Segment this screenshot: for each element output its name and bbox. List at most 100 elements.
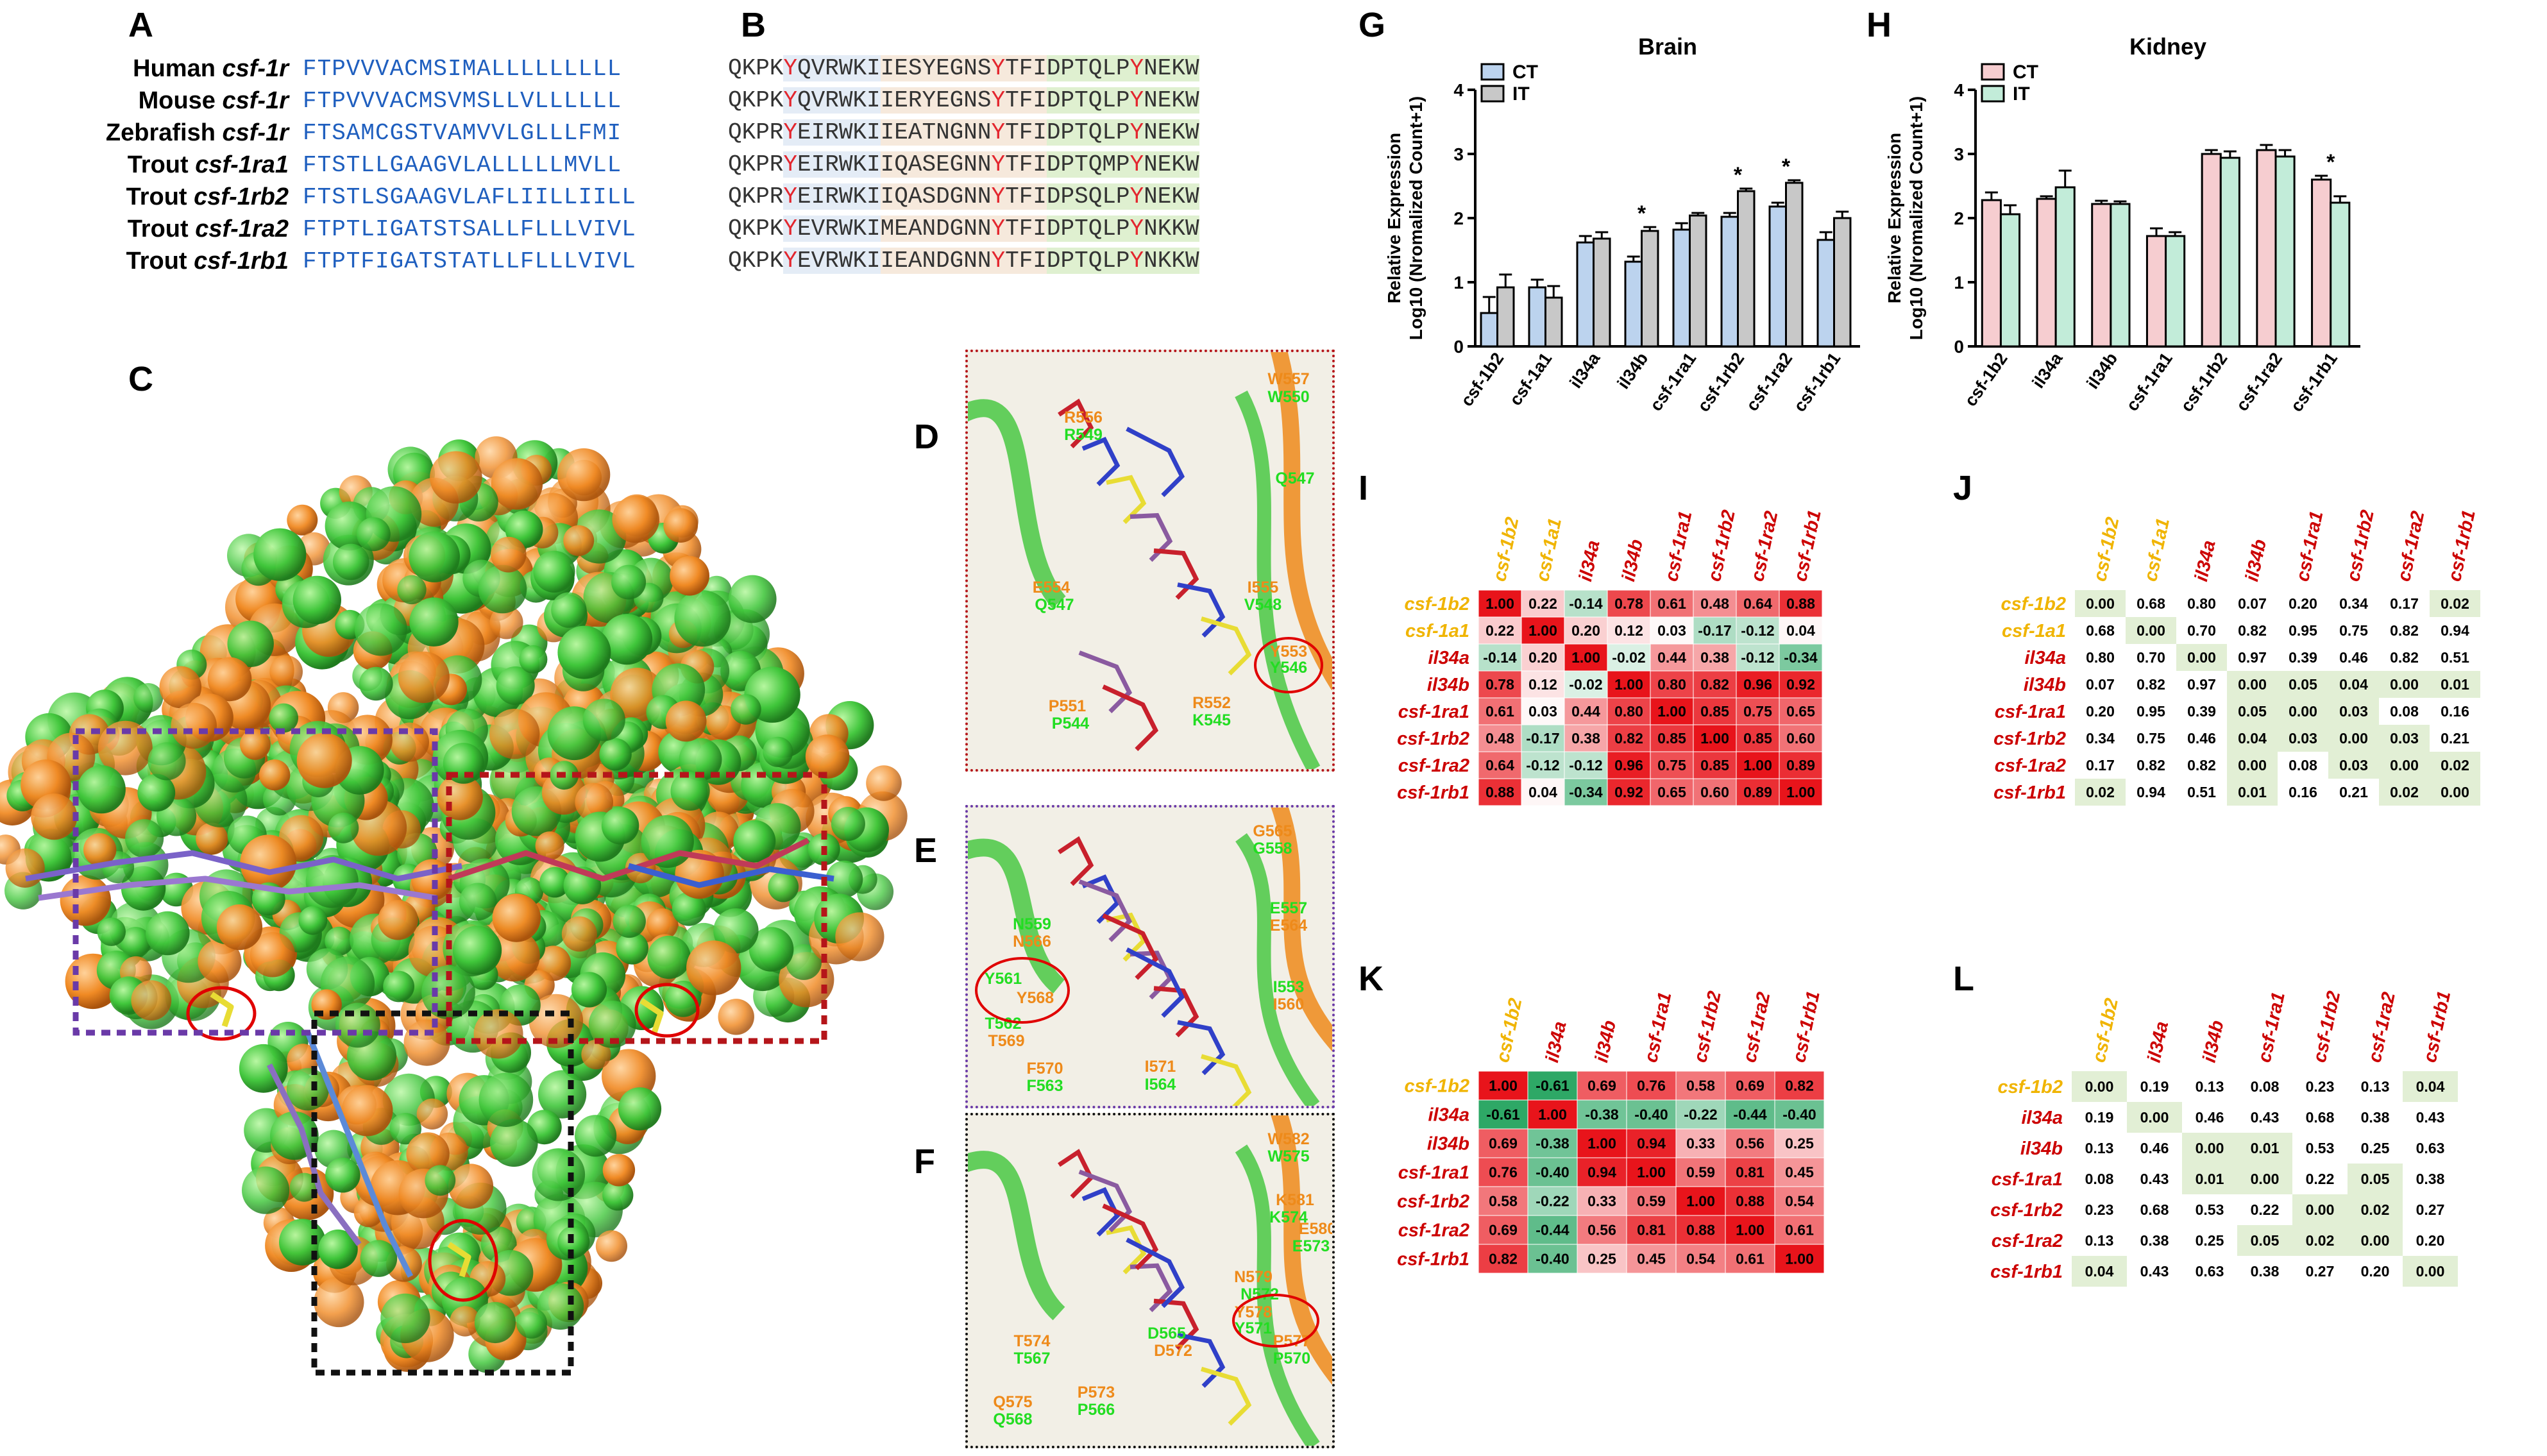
seq-segment: EIRWKI <box>797 183 881 210</box>
matrix-value: -0.34 <box>1569 784 1603 800</box>
matrix-cell <box>1527 1128 1578 1158</box>
matrix-cell <box>2182 1133 2237 1164</box>
y-tick-label: 2 <box>1954 208 1964 228</box>
residue-label: P566 <box>1078 1401 1115 1419</box>
matrix-cell <box>1564 697 1608 725</box>
matrix-value: 0.07 <box>2238 595 2267 612</box>
matrix-cell <box>2348 1256 2403 1287</box>
residue-label: W550 <box>1267 388 1309 406</box>
atom-sphere <box>768 871 799 902</box>
matrix-value: 0.80 <box>1614 703 1643 720</box>
row-gene-label: csf-1ra2 <box>1992 1231 2063 1251</box>
matrix-value: 0.39 <box>2187 703 2216 720</box>
column-gene-label: csf-1ra2 <box>1747 509 1782 583</box>
tyrosine-residue: Y <box>991 248 1006 274</box>
residue-stick <box>1177 1332 1226 1388</box>
matrix-value: 0.00 <box>2441 784 2469 800</box>
seq-segment: QVRWKI <box>797 55 881 81</box>
matrix-cell <box>1779 616 1823 645</box>
matrix-cell <box>2328 617 2379 644</box>
matrix-value: 0.00 <box>2140 1109 2169 1126</box>
matrix-value: 0.04 <box>1528 784 1557 800</box>
matrix-value: -0.38 <box>1585 1106 1619 1123</box>
column-gene-label: csf-1ra2 <box>1739 990 1774 1064</box>
matrix-value: 0.94 <box>2441 622 2469 639</box>
x-tick-label: csf-1ra2 <box>2232 349 2286 414</box>
matrix-cell <box>1577 1215 1627 1245</box>
legend-label: CT <box>2013 62 2038 83</box>
matrix-value: 0.65 <box>1786 703 1815 720</box>
matrix-value: 0.17 <box>2086 757 2115 774</box>
residue-label: G558 <box>1253 840 1292 858</box>
matrix-cell <box>2182 1194 2237 1225</box>
matrix-cell <box>2127 1256 2182 1287</box>
seq-segment: IEANDGNN <box>880 248 992 274</box>
matrix-cell <box>1774 1215 1825 1245</box>
matrix-value: 0.08 <box>2289 757 2317 774</box>
atom-sphere <box>670 771 710 811</box>
row-gene-label: csf-1rb2 <box>1397 729 1469 749</box>
matrix-value: 0.82 <box>1785 1078 1814 1094</box>
atom-sphere <box>557 625 611 679</box>
matrix-value: 0.92 <box>1614 784 1643 800</box>
atom-sphere <box>595 1230 628 1262</box>
residue-label: R549 <box>1064 426 1103 444</box>
residue-label: R552 <box>1192 694 1231 712</box>
matrix-cell <box>2237 1164 2292 1194</box>
atom-sphere <box>360 1240 398 1277</box>
residue-label: E554 <box>1033 579 1070 597</box>
species-name: Trout <box>126 247 194 275</box>
bar <box>1544 296 1563 348</box>
column-gene-label: csf-1b2 <box>1493 996 1526 1064</box>
matrix-cell <box>1675 1099 1726 1130</box>
matrix-value: 0.02 <box>2361 1201 2390 1218</box>
matrix-value: 0.97 <box>2187 676 2216 693</box>
atom-sphere <box>325 926 354 956</box>
matrix-cell <box>2176 779 2227 806</box>
matrix-cell <box>2430 590 2480 617</box>
species-gene-label: Zebrafish csf-1r <box>19 119 303 147</box>
matrix-value: 0.01 <box>2251 1140 2280 1156</box>
matrix-value: 0.63 <box>2196 1263 2224 1280</box>
atom-sphere <box>488 930 540 982</box>
matrix-value: 0.00 <box>2361 1232 2390 1249</box>
matrix-cell <box>1577 1186 1627 1216</box>
row-gene-label: il34a <box>1428 1105 1470 1126</box>
matrix-cell <box>2430 725 2480 752</box>
seq-highlight-2: IQASDGNNYTFI <box>880 183 1047 210</box>
atom-sphere <box>240 729 271 760</box>
legend-label: CT <box>1512 62 1538 83</box>
matrix-value: 0.27 <box>2416 1201 2445 1218</box>
alignment-row: Trout csf-1ra1 FTSTLLGAAGVLALLLLLMVLL <box>19 149 636 181</box>
atom-sphere <box>831 807 865 841</box>
x-tick-label: csf-1ra2 <box>1742 349 1796 414</box>
matrix-value: 0.59 <box>1637 1193 1666 1210</box>
matrix-value: 0.61 <box>1736 1251 1764 1267</box>
residue-label: P544 <box>1052 715 1089 732</box>
tyrosine-highlight-circle <box>1232 1294 1319 1348</box>
matrix-cell <box>2348 1194 2403 1225</box>
seq-segment: TFI <box>1005 151 1047 178</box>
matrix-cell <box>2403 1164 2458 1194</box>
atom-sphere <box>731 694 761 725</box>
matrix-cell <box>2182 1102 2237 1133</box>
matrix-value: 0.00 <box>2238 757 2267 774</box>
seq-segment: DPTQLP <box>1046 87 1130 114</box>
species-gene-label: Trout csf-1ra1 <box>19 151 303 179</box>
residue-label: F570 <box>1027 1060 1063 1078</box>
column-gene-label: csf-1ra2 <box>2365 990 2399 1064</box>
column-gene-label: csf-1ra2 <box>2394 509 2428 583</box>
matrix-cell <box>1607 643 1651 672</box>
matrix-value: 0.38 <box>1700 649 1729 666</box>
atom-sphere <box>805 734 850 779</box>
matrix-cell <box>1478 1099 1528 1130</box>
ligand-stick <box>639 998 664 1034</box>
y-axis-label-line: Relative Expression <box>1384 133 1404 303</box>
seq-highlight-3: DPSQLPYNEKW <box>1046 183 1199 210</box>
matrix-value: 0.13 <box>2361 1078 2390 1095</box>
matrix-value: 0.20 <box>1571 622 1600 639</box>
bar <box>1689 214 1707 348</box>
tyrosine-highlight-circle <box>975 957 1070 1024</box>
seq-segment: MEANDGNN <box>880 216 992 242</box>
atom-sphere <box>663 508 698 543</box>
